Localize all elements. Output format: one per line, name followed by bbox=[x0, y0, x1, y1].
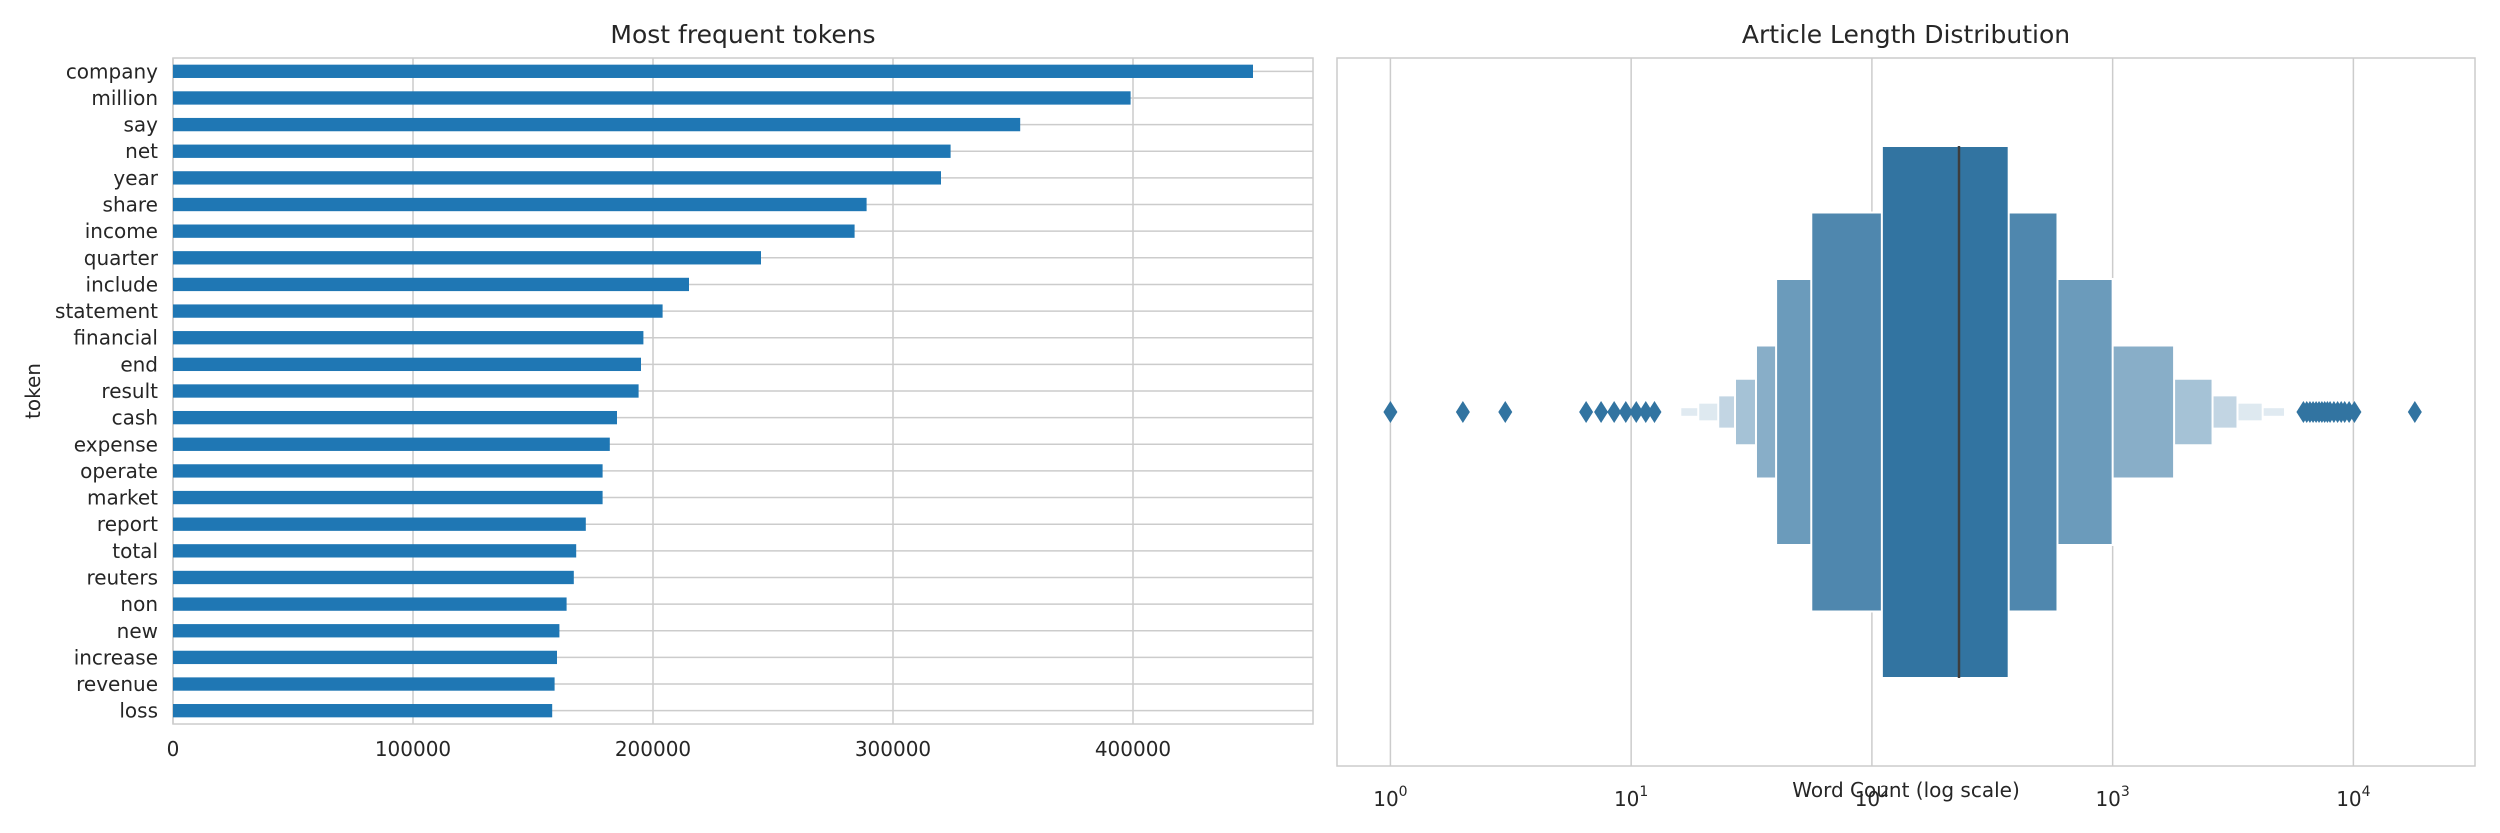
bar-statement bbox=[173, 304, 663, 318]
bar-category-label: quarter bbox=[84, 246, 159, 270]
bar-result bbox=[173, 384, 639, 398]
bar-x-tick-label: 300000 bbox=[855, 737, 931, 761]
boxen-x-tick-label: 102 bbox=[1855, 784, 1889, 811]
boxen-outlier-point bbox=[1455, 401, 1470, 423]
boxen-outlier-point bbox=[1383, 401, 1398, 423]
bar-reuters bbox=[173, 570, 574, 585]
bar-category-label: income bbox=[85, 219, 158, 243]
boxen-chart-title: Article Length Distribution bbox=[1742, 20, 2070, 49]
boxen-outlier-point bbox=[1647, 401, 1662, 423]
boxen-x-axis-label: Word Count (log scale) bbox=[1792, 778, 2020, 802]
bar-category-label: cash bbox=[112, 406, 158, 430]
boxen-x-tick-label: 101 bbox=[1614, 784, 1648, 811]
bar-net bbox=[173, 144, 951, 158]
boxen-outlier-point bbox=[1629, 401, 1644, 423]
bar-x-tick-label: 0 bbox=[167, 737, 180, 761]
bar-category-label: include bbox=[86, 272, 158, 296]
bar-share bbox=[173, 197, 867, 212]
boxen-box-lower-level-1 bbox=[1880, 145, 1960, 679]
bar-include bbox=[173, 277, 689, 292]
boxen-outlier-point bbox=[2347, 401, 2362, 423]
bar-total bbox=[173, 544, 577, 558]
bar-category-label: report bbox=[97, 512, 158, 536]
boxen-x-tick-label: 104 bbox=[2336, 784, 2370, 811]
boxen-outlier-point bbox=[1594, 401, 1609, 423]
bar-x-tick-label: 200000 bbox=[615, 737, 691, 761]
bar-category-label: market bbox=[87, 486, 158, 510]
bar-non bbox=[173, 597, 567, 611]
token-frequency-chart: Most frequent tokens companymillionsayne… bbox=[21, 20, 1314, 761]
bar-report bbox=[173, 517, 586, 531]
bar-category-label: company bbox=[66, 59, 158, 83]
bar-operate bbox=[173, 464, 603, 478]
bar-x-tick-labels: 0 100000 200000 300000 400000 bbox=[167, 737, 1172, 761]
bar-category-label: say bbox=[123, 113, 158, 137]
boxen-outlier-point bbox=[1638, 401, 1653, 423]
bar-revenue bbox=[173, 677, 555, 691]
bar-category-label: revenue bbox=[76, 672, 158, 696]
bar-category-label: statement bbox=[55, 299, 158, 323]
bar-x-tick-label: 100000 bbox=[375, 737, 451, 761]
bar-category-label: net bbox=[125, 139, 158, 163]
bar-new bbox=[173, 624, 560, 638]
bar-company bbox=[173, 64, 1253, 78]
bar-million bbox=[173, 91, 1131, 105]
bar-say bbox=[173, 117, 1021, 132]
bar-series bbox=[173, 64, 1253, 718]
bar-category-label: year bbox=[113, 166, 158, 190]
article-length-chart: Article Length Distribution 100 101 102 103… bbox=[1336, 20, 2476, 811]
bar-category-label: million bbox=[91, 86, 158, 110]
boxen-x-tick-labels: 100 101 102 103 104 bbox=[1373, 784, 2370, 811]
bar-category-label: financial bbox=[73, 326, 158, 350]
bar-end bbox=[173, 357, 641, 372]
boxen-outlier-point bbox=[2407, 401, 2422, 423]
bar-category-label: loss bbox=[119, 699, 158, 723]
bar-quarter bbox=[173, 251, 761, 265]
bar-increase bbox=[173, 650, 557, 665]
bar-y-axis-label: token bbox=[21, 363, 45, 419]
boxen-x-tick-label: 100 bbox=[1373, 784, 1407, 811]
bar-expense bbox=[173, 437, 610, 451]
bar-category-label: end bbox=[120, 352, 158, 376]
bar-year bbox=[173, 171, 941, 185]
boxen-outlier-point bbox=[1498, 401, 1513, 423]
bar-category-label: total bbox=[112, 539, 158, 563]
boxen-boxes bbox=[1679, 145, 2287, 679]
bar-market bbox=[173, 490, 603, 505]
bar-category-label: non bbox=[120, 592, 158, 616]
bar-category-label: expense bbox=[74, 432, 158, 456]
bar-category-label: new bbox=[117, 619, 158, 643]
bar-category-label: share bbox=[103, 193, 158, 217]
bar-category-label: increase bbox=[74, 645, 158, 669]
bar-category-label: reuters bbox=[86, 565, 158, 589]
bar-chart-title: Most frequent tokens bbox=[610, 20, 875, 49]
boxen-box-upper-level-1 bbox=[1957, 145, 2010, 679]
boxen-x-tick-label: 103 bbox=[2095, 784, 2129, 811]
bar-loss bbox=[173, 704, 553, 718]
boxen-outlier-point bbox=[1579, 401, 1594, 423]
bar-cash bbox=[173, 410, 617, 425]
boxen-outlier-point bbox=[1607, 401, 1622, 423]
boxen-outlier-point bbox=[1618, 401, 1633, 423]
bar-category-label: result bbox=[101, 379, 158, 403]
bar-financial bbox=[173, 331, 644, 345]
bar-income bbox=[173, 224, 855, 238]
bar-category-label: operate bbox=[80, 459, 158, 483]
bar-x-tick-label: 400000 bbox=[1095, 737, 1171, 761]
boxen-outliers bbox=[1383, 401, 2422, 423]
